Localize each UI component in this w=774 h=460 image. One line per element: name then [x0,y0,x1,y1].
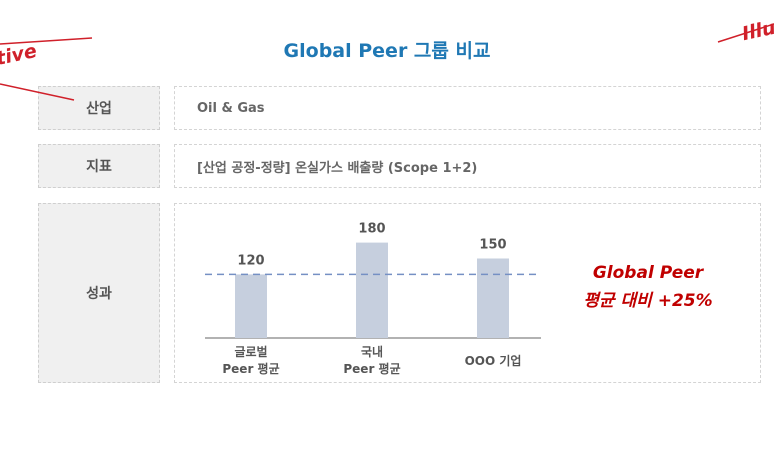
bar [356,242,388,338]
row-value: [산업 공정-정량] 온실가스 배출량 (Scope 1+2) [174,144,761,188]
category-label: 글로벌 Peer 평균 [222,344,279,376]
category-label: OOO 기업 [465,353,522,368]
stamp-line [0,83,75,101]
bar [235,274,267,338]
value-label: 120 [237,253,264,268]
chart-cell [174,203,761,383]
stamp-line [0,37,93,45]
value-label: 150 [479,238,506,253]
row-label: 산업 [38,86,160,130]
row-value: Oil & Gas [174,86,761,130]
annotation: Global Peer 평균 대비 +25% [583,263,712,311]
value-label: 180 [358,222,385,237]
stamp-line [717,23,774,43]
row-label: 지표 [38,144,160,188]
bar [477,258,509,338]
row-label: 성과 [38,203,160,383]
title: Global Peer 그룹 비교 [283,40,491,62]
category-label: 국내 Peer 평균 [343,344,400,376]
